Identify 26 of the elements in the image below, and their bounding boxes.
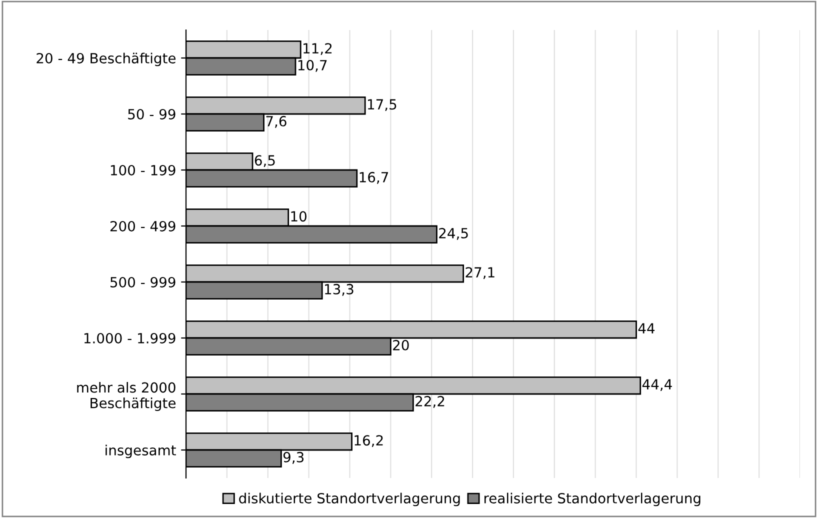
data-label: 10 — [291, 211, 306, 222]
data-label: 27,1 — [466, 267, 494, 280]
data-label: 24,5 — [439, 228, 468, 240]
data-label: 7,6 — [266, 116, 286, 128]
y-tick-label: 100 - 199 — [110, 164, 176, 176]
data-label: 16,7 — [360, 172, 388, 184]
data-label: 9,3 — [283, 452, 304, 464]
data-label: 13,3 — [325, 284, 354, 296]
y-tick-label: 1.000 - 1.999 — [84, 332, 176, 344]
data-label: 20 — [393, 340, 409, 350]
data-label: 17,5 — [368, 99, 396, 112]
y-tick-label: 50 - 99 — [128, 108, 176, 120]
data-label: 6,5 — [254, 155, 275, 168]
y-tick-label: 20 - 49 Beschäftigte — [36, 52, 176, 66]
legend-label: realisierte Standortverlagerung — [484, 492, 700, 506]
y-tick-label: 200 - 499 — [110, 220, 176, 232]
data-label: 44 — [638, 323, 655, 334]
data-label: 16,2 — [354, 435, 383, 448]
data-label: 44,4 — [642, 379, 672, 392]
data-label: 22,2 — [416, 396, 444, 408]
y-tick-label: insgesamt — [106, 444, 176, 458]
y-tick-label: mehr als 2000 Beschäftigte — [77, 382, 176, 411]
legend-label: diskutierte Standortverlagerung — [239, 492, 460, 506]
data-label: 11,2 — [304, 43, 332, 56]
data-label: 10,7 — [298, 60, 327, 72]
y-tick-label: 500 - 999 — [110, 276, 176, 288]
